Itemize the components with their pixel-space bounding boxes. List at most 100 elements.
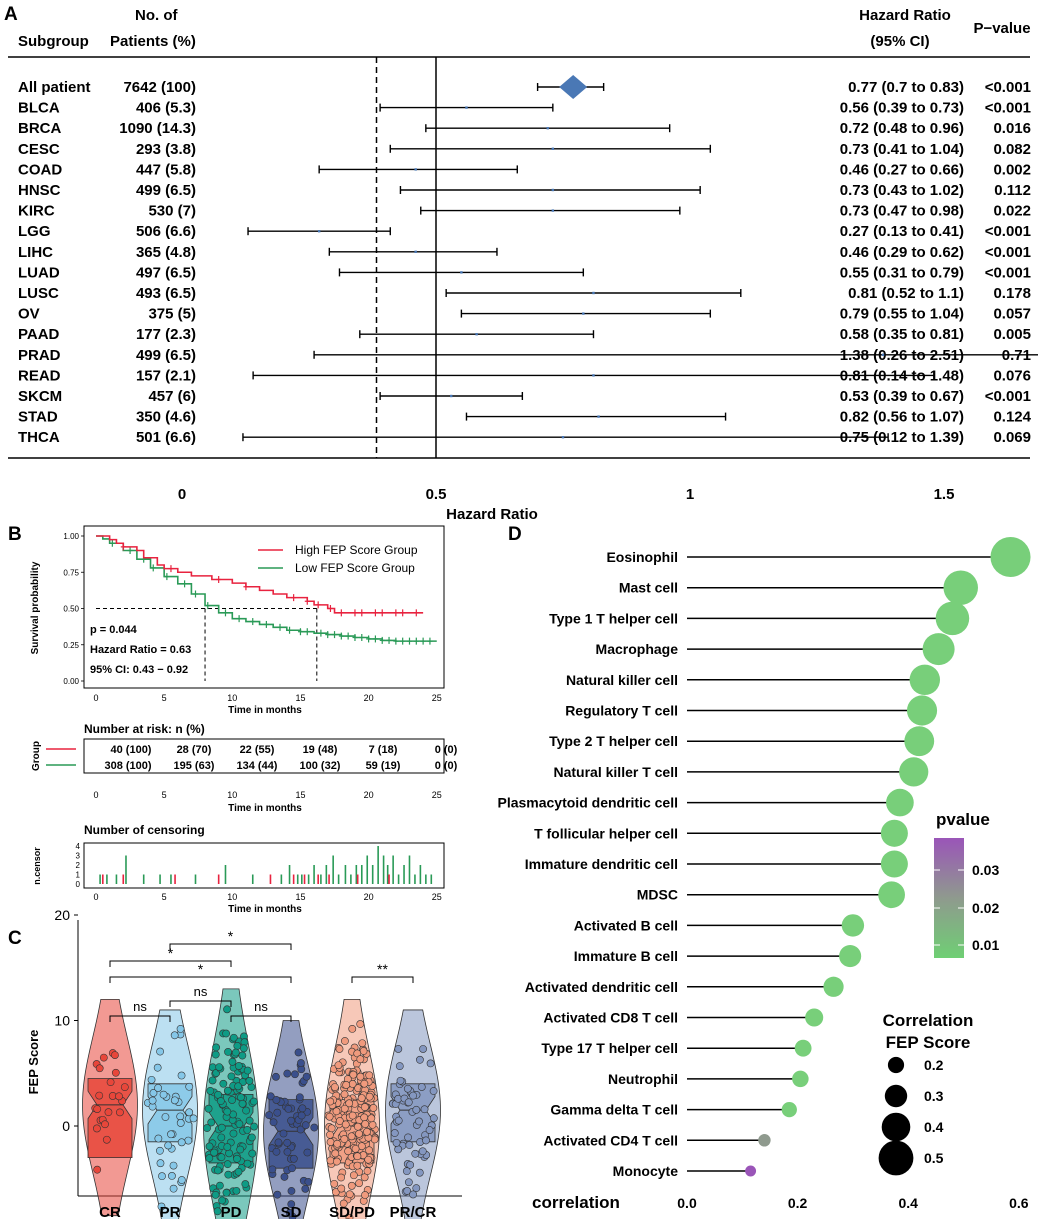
violin-point xyxy=(340,1090,349,1099)
censor-bar-low xyxy=(115,874,118,884)
violin-point xyxy=(245,1116,254,1125)
violin-point xyxy=(177,1176,186,1184)
violin-point xyxy=(334,1061,343,1070)
forest-pvalue: 0.016 xyxy=(993,120,1031,137)
violin-point xyxy=(248,1149,257,1158)
legend-low-label: Low FEP Score Group xyxy=(295,561,415,575)
forest-patient-count: 177 (2.3) xyxy=(136,326,196,343)
lollipop-dot xyxy=(878,881,905,909)
violin-point xyxy=(418,1147,427,1156)
violin-category-label: CR xyxy=(99,1204,121,1219)
forest-hr-text: 0.27 (0.13 to 0.41) xyxy=(840,223,964,240)
forest-row: SKCM 457 (6) 0.53 (0.39 to 0.67) <0.001 xyxy=(18,388,1031,405)
violin-point xyxy=(304,1177,313,1186)
violin-point xyxy=(287,1200,296,1209)
forest-subgroup-label: STAD xyxy=(18,409,58,426)
violin-category-label: PR xyxy=(160,1204,181,1219)
km-y-tick: 1.00 xyxy=(63,532,79,541)
lollipop-dot xyxy=(943,570,978,605)
lollipop-x-tick: 0.4 xyxy=(898,1195,918,1211)
forest-pvalue: 0.178 xyxy=(993,285,1031,302)
forest-point xyxy=(582,312,585,315)
violin-point xyxy=(360,1173,369,1182)
violin-point xyxy=(365,1071,374,1080)
forest-patient-count: 365 (4.8) xyxy=(136,244,196,261)
lollipop-row: MDSC xyxy=(637,881,905,909)
violin-point xyxy=(154,1134,163,1143)
risk-title: Number at risk: n (%) xyxy=(84,722,205,736)
forest-row: HNSC 499 (6.5) 0.73 (0.43 to 1.02) 0.112 xyxy=(18,182,1031,199)
violin-point xyxy=(409,1190,417,1199)
violin-category-label: PD xyxy=(221,1204,242,1219)
violin-point xyxy=(341,1037,349,1045)
violin-point xyxy=(234,1082,243,1091)
lollipop-row: Immature dendritic cell xyxy=(525,850,908,878)
forest-patient-count: 1090 (14.3) xyxy=(119,120,196,137)
forest-row: BRCA 1090 (14.3) 0.72 (0.48 to 0.96) 0.016 xyxy=(18,120,1031,137)
lollipop-dot xyxy=(886,788,914,817)
pvalue-tick-label: 0.01 xyxy=(972,937,999,953)
forest-point xyxy=(551,209,555,212)
censor-bar-low xyxy=(397,874,400,884)
lollipop-label: MDSC xyxy=(637,887,678,903)
comparison-label: ns xyxy=(194,984,208,999)
violin-category-label: SD/PD xyxy=(329,1204,375,1219)
forest-pvalue: 0.069 xyxy=(993,429,1031,446)
forest-pvalue: 0.124 xyxy=(993,409,1031,426)
comparison-bracket xyxy=(230,1015,292,1022)
size-legend-title-1: Correlation xyxy=(883,1011,974,1030)
forest-patient-count: 447 (5.8) xyxy=(136,161,196,178)
violin-group: SD xyxy=(263,1020,319,1219)
violin-point xyxy=(156,1146,164,1155)
violin-point xyxy=(120,1083,129,1092)
violin-group: PR xyxy=(142,1009,198,1219)
violin-point xyxy=(233,1042,242,1050)
forest-subgroup-label: SKCM xyxy=(18,388,62,405)
lollipop-dot xyxy=(745,1165,757,1177)
km-x-tick: 10 xyxy=(227,693,237,703)
lollipop-dot xyxy=(839,945,862,968)
violin-point xyxy=(361,1191,369,1199)
violin-point xyxy=(411,1149,420,1158)
violin-point xyxy=(208,1076,217,1085)
censor-y-tick: 4 xyxy=(76,842,81,851)
lollipop-row: Activated CD8 T cell xyxy=(543,1008,824,1027)
violin-point xyxy=(295,1093,304,1102)
violin-point xyxy=(216,1181,224,1190)
violin-point xyxy=(245,1077,254,1085)
lollipop-row: Eosinophil xyxy=(606,536,1031,578)
violin-point xyxy=(298,1104,307,1113)
violin-point xyxy=(164,1141,173,1150)
violin-point xyxy=(403,1187,412,1195)
violin-point xyxy=(360,1079,369,1088)
violin-point xyxy=(228,1057,237,1066)
violin-point xyxy=(242,1106,251,1115)
violin-point xyxy=(330,1083,339,1092)
forest-patient-count: 530 (7) xyxy=(148,203,196,220)
forest-row: COAD 447 (5.8) 0.46 (0.27 to 0.66) 0.002 xyxy=(18,161,1031,178)
lollipop-dot xyxy=(794,1039,812,1057)
censor-x-tick: 20 xyxy=(364,892,374,902)
violin-point xyxy=(205,1154,214,1163)
lollipop-dot xyxy=(899,757,929,787)
violin-point xyxy=(185,1108,194,1117)
lollipop-row: Type 1 T helper cell xyxy=(549,601,970,636)
lollipop-label: Mast cell xyxy=(619,580,678,596)
violin-point xyxy=(283,1138,292,1147)
lollipop-dot xyxy=(758,1134,771,1147)
risk-xlabel: Time in months xyxy=(228,803,302,814)
censor-bar-low xyxy=(280,874,283,884)
violin-point xyxy=(330,1179,339,1188)
violin-point xyxy=(217,1123,226,1132)
forest-pvalue: 0.082 xyxy=(993,141,1031,158)
lollipop-label: Type 1 T helper cell xyxy=(549,610,678,626)
censor-y-tick: 2 xyxy=(76,861,81,870)
forest-point xyxy=(450,394,453,398)
lollipop-label: Immature B cell xyxy=(574,948,678,964)
forest-subgroup-label: HNSC xyxy=(18,182,61,199)
size-legend-label: 0.3 xyxy=(924,1088,944,1104)
censor-bar-low xyxy=(159,874,161,884)
violin-point xyxy=(224,1170,233,1179)
violin-point xyxy=(301,1121,310,1130)
violin-point xyxy=(419,1045,427,1053)
